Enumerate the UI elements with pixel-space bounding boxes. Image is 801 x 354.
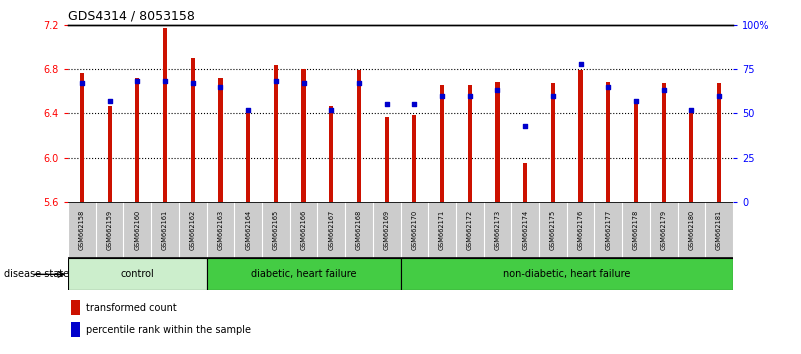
Bar (68, 258, 207, 290)
Point (519, 123, 532, 129)
Point (491, 87, 504, 93)
Text: GSM662174: GSM662174 (522, 210, 528, 250)
Text: GSM662169: GSM662169 (384, 210, 389, 250)
Text: GSM662178: GSM662178 (633, 210, 639, 250)
Text: GSM662179: GSM662179 (661, 210, 666, 250)
Point (269, 79, 282, 84)
Text: GSM662166: GSM662166 (300, 210, 307, 250)
Bar (384, 116, 388, 202)
Bar (468, 85, 472, 202)
Bar (135, 78, 139, 202)
Point (408, 102, 421, 107)
Text: GSM662159: GSM662159 (107, 210, 113, 250)
Bar (71, 300, 80, 315)
Point (574, 61, 587, 67)
Text: percentile rank within the sample: percentile rank within the sample (86, 325, 251, 335)
Text: disease state: disease state (4, 269, 69, 279)
Text: GSM662180: GSM662180 (688, 210, 694, 250)
Bar (717, 84, 721, 202)
Text: control: control (120, 269, 155, 279)
Point (325, 107, 338, 113)
Point (602, 84, 614, 90)
Point (103, 98, 116, 104)
Bar (219, 78, 223, 202)
Text: non-diabetic, heart failure: non-diabetic, heart failure (503, 269, 630, 279)
Point (214, 84, 227, 90)
Bar (107, 105, 111, 202)
Text: GSM662163: GSM662163 (217, 210, 223, 250)
Bar (163, 28, 167, 202)
Point (131, 79, 143, 84)
Text: transformed count: transformed count (86, 303, 177, 313)
Bar (413, 115, 417, 202)
Point (685, 107, 698, 113)
Point (658, 87, 670, 93)
Point (713, 93, 726, 98)
Text: diabetic, heart failure: diabetic, heart failure (251, 269, 356, 279)
Text: GSM662181: GSM662181 (716, 210, 722, 250)
Bar (357, 70, 361, 202)
Bar (400, 258, 733, 290)
Text: GSM662168: GSM662168 (356, 210, 362, 250)
Bar (551, 84, 555, 202)
Point (159, 79, 171, 84)
Bar (578, 70, 582, 202)
Point (297, 80, 310, 86)
Point (436, 93, 449, 98)
Text: GSM662158: GSM662158 (79, 210, 85, 250)
Bar (329, 105, 333, 202)
Text: GSM662173: GSM662173 (494, 210, 501, 250)
Text: GSM662167: GSM662167 (328, 210, 334, 250)
Bar (71, 322, 80, 337)
Bar (606, 82, 610, 202)
Bar (662, 84, 666, 202)
Bar (207, 258, 400, 290)
Text: GSM662177: GSM662177 (606, 210, 611, 250)
Text: GSM662170: GSM662170 (412, 210, 417, 250)
Point (242, 107, 255, 113)
Text: GSM662172: GSM662172 (467, 210, 473, 250)
Bar (495, 82, 500, 202)
Point (75, 80, 88, 86)
Bar (301, 69, 306, 202)
Text: GSM662162: GSM662162 (190, 210, 195, 250)
Point (380, 102, 393, 107)
Text: GSM662164: GSM662164 (245, 210, 252, 250)
Text: GSM662160: GSM662160 (135, 210, 140, 250)
Point (463, 93, 476, 98)
Text: GSM662165: GSM662165 (273, 210, 279, 250)
Text: GSM662176: GSM662176 (578, 210, 584, 250)
Point (352, 80, 365, 86)
Bar (191, 58, 195, 202)
Bar (80, 74, 84, 202)
Point (187, 80, 199, 86)
Bar (440, 85, 444, 202)
Bar (690, 112, 694, 202)
Bar (246, 109, 250, 202)
Bar (634, 104, 638, 202)
Text: GDS4314 / 8053158: GDS4314 / 8053158 (68, 9, 195, 22)
Bar (523, 163, 527, 202)
Text: GSM662175: GSM662175 (549, 210, 556, 250)
Text: GSM662161: GSM662161 (162, 210, 168, 250)
Bar (274, 65, 278, 202)
Text: GSM662171: GSM662171 (439, 210, 445, 250)
Point (546, 93, 559, 98)
Point (630, 98, 642, 104)
